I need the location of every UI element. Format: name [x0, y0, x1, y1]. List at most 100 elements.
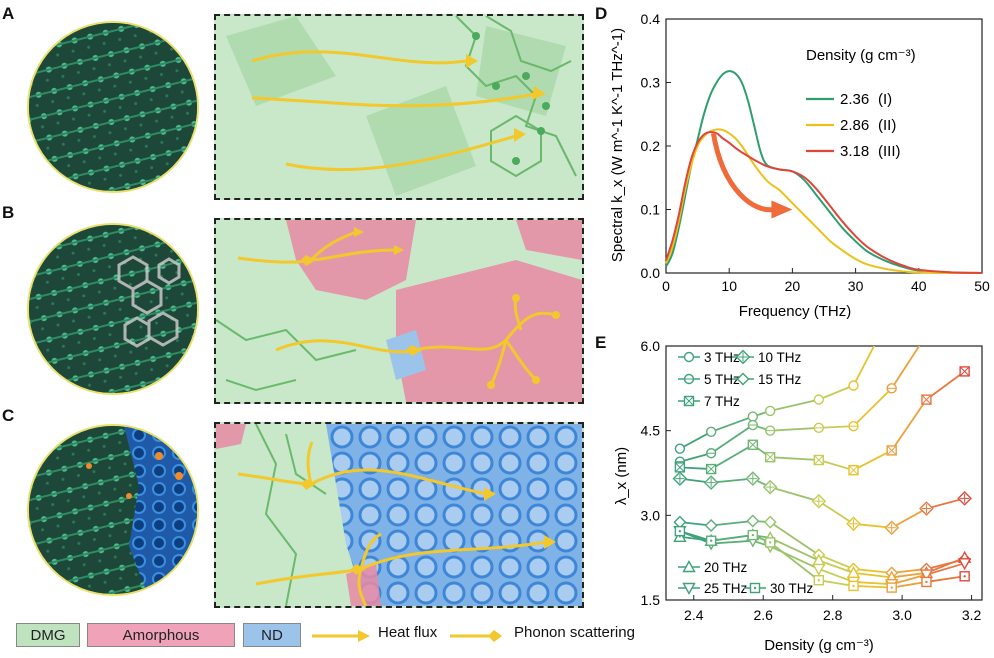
chart-e-series-segment	[710, 424, 754, 454]
panel-label-e: E	[595, 333, 607, 352]
chart-d-xtick-label: 50	[974, 278, 990, 294]
chart-e-xtick-label: 3.2	[962, 607, 982, 623]
chart-e-point	[919, 569, 934, 582]
chart-e-frame	[665, 345, 983, 601]
chart-e-series-segment	[769, 398, 819, 412]
chart-e-point	[764, 405, 776, 417]
chart-e-xtick-label: 3.0	[892, 607, 912, 623]
chart-e-series-segment	[890, 346, 921, 389]
legend-label-2-36: 2.36	[840, 91, 869, 108]
chart-e-series-segment	[710, 444, 754, 470]
chart-e-series-segment	[926, 497, 965, 510]
chart-e-series-segment	[852, 387, 893, 427]
chart-e-point	[704, 519, 718, 532]
chart-e-legend-label: 10 THz	[758, 350, 802, 365]
heat-flux-schematic-a	[226, 16, 577, 196]
chart-e-series-segment	[769, 545, 820, 570]
chart-e-series-segment	[711, 520, 753, 527]
chart-d-ytick-label: 0.0	[641, 265, 661, 281]
chart-d-ytick-label: 0.2	[641, 138, 661, 154]
chart-e-series-segment	[926, 556, 965, 574]
chart-e-point	[705, 426, 717, 437]
chart-e-point	[812, 563, 826, 576]
chart-d-shift-arrow	[710, 132, 774, 213]
chart-e-series-segment	[818, 568, 854, 583]
chart-e-series-segment	[818, 384, 854, 401]
chart-e-series-segment	[891, 572, 927, 579]
dmg-nd-structure-image	[29, 426, 197, 594]
heat-flux-legend-arrow-icon	[312, 630, 370, 642]
heat-flux-arrow-2	[251, 92, 537, 108]
chart-e-series-segment	[710, 415, 754, 433]
legend-label-3-18: 3.18	[840, 143, 869, 160]
chart-d-legend-title: Density (g cm⁻³)	[806, 47, 916, 64]
chart-e-ylabel: λ_x (nm)	[613, 447, 630, 505]
chart-e-series-segment	[711, 539, 753, 545]
legend-phonon-scattering: Phonon scattering	[514, 624, 635, 641]
chart-e-legend-label: 20 THz	[704, 560, 748, 575]
heat-flux-arrow-3	[285, 134, 517, 172]
chart-e-point	[957, 558, 972, 571]
dmg-structure-image	[29, 23, 197, 191]
chart-e-ytick-label: 3.0	[641, 507, 661, 523]
dmg-amorphous-structure-image	[29, 225, 197, 393]
chart-e-series-segment	[818, 500, 855, 525]
chart-e-series-segment	[818, 554, 854, 570]
structure-circle-c	[27, 424, 199, 596]
legend-tag-2-86: (II)	[878, 117, 896, 134]
chart-d-xtick-label: 0	[662, 278, 670, 294]
chart-e-ytick-label: 1.5	[641, 592, 661, 608]
chart-e-legend-marker	[736, 372, 750, 386]
chart-e-legend-label: 7 THz	[704, 394, 740, 409]
chart-e-point	[746, 514, 760, 528]
chart-e-series-segment	[679, 466, 712, 470]
chart-e-series-segment	[925, 370, 966, 401]
legend-dmg: DMG	[16, 623, 80, 647]
chart-e-xlabel: Density (g cm⁻³)	[764, 637, 874, 654]
chart-d-ytick-label: 0.3	[641, 75, 661, 91]
chart-e-series-segment	[891, 573, 927, 586]
panel-label-b: B	[2, 203, 15, 222]
legend-tag-2-36: (I)	[878, 91, 892, 108]
chart-e-ytick-label: 4.5	[641, 423, 661, 439]
panel-label-a: A	[2, 4, 15, 23]
legend-tag-3-18: (III)	[878, 143, 901, 160]
chart-d-series-line-1	[665, 128, 983, 275]
structure-circle-a	[27, 21, 199, 193]
chart-e-xtick-label: 2.8	[823, 607, 843, 623]
chart-e-mean-free-path: 2.4 2.6 2.8 3.0 3.2 1.5 3.0 4.5 6.0 3 THz 5 THz 7 T…	[613, 338, 983, 654]
chart-d-ylabel: Spectral k_x (W m^-1 K^-1 THz^-1)	[609, 28, 626, 262]
chart-d-ytick-label: 0.4	[641, 11, 661, 27]
chart-e-series-segment	[818, 559, 854, 574]
chart-d-xlabel: Frequency (THz)	[739, 303, 852, 320]
chart-d-xtick-label: 40	[911, 278, 927, 294]
chart-e-series-segment	[853, 568, 892, 574]
legend-label-2-86: 2.86	[840, 117, 869, 134]
chart-e-series-segment	[769, 521, 820, 556]
chart-e-series-segment	[818, 459, 854, 472]
chart-e-legend-label: 25 THz	[704, 581, 748, 596]
structure-circle-b	[27, 223, 199, 395]
panel-label-c: C	[2, 406, 15, 425]
chart-e-series-segment	[770, 426, 819, 432]
chart-e-series-segment	[769, 486, 820, 503]
chart-e-series-segment	[853, 572, 892, 579]
chart-e-point	[848, 380, 859, 391]
chart-e-series-segment	[926, 562, 965, 576]
chart-e-series-segment	[891, 507, 927, 529]
legend-nd: ND	[243, 623, 301, 647]
chart-d-legend: 2.36 (I) 2.86 (II) 3.18 (III)	[806, 91, 901, 160]
chart-e-series-segment	[711, 477, 753, 484]
chart-e-plot-area	[672, 346, 972, 593]
chart-d-xtick-label: 30	[848, 278, 864, 294]
chart-d-xtick-label: 10	[721, 278, 737, 294]
chart-e-series-segment	[770, 456, 819, 461]
phonon-scattering-schematic-c	[216, 424, 582, 606]
chart-d-ytick-label: 0.1	[641, 202, 661, 218]
schematic-panel-a	[214, 14, 584, 200]
chart-e-series-segment	[926, 575, 965, 583]
schematic-panel-b	[214, 218, 584, 404]
chart-e-legend-label: 30 THz	[770, 581, 814, 596]
chart-e-point	[813, 394, 824, 405]
chart-e-series-segment	[769, 537, 820, 562]
